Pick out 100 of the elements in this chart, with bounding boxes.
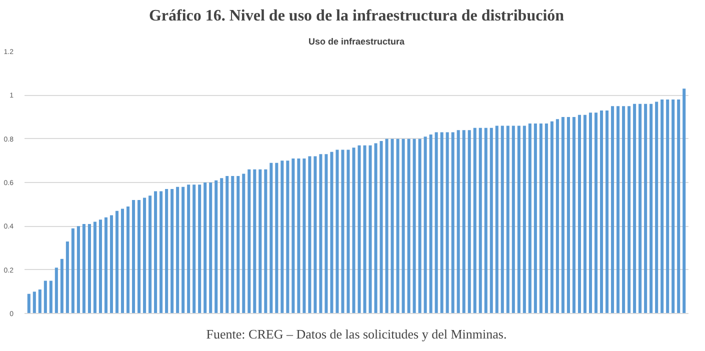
bar [578, 114, 581, 314]
bar [220, 178, 224, 314]
bar [126, 206, 130, 314]
bar [561, 117, 564, 314]
bar [286, 160, 290, 314]
bar [490, 128, 493, 314]
bar [32, 292, 36, 314]
bar [539, 124, 542, 314]
bar [506, 126, 510, 314]
bar [253, 169, 256, 314]
bar [633, 104, 636, 314]
bar [198, 184, 202, 314]
bar [572, 117, 576, 314]
bar [638, 104, 642, 314]
bar [132, 200, 136, 314]
bar [616, 106, 620, 314]
bar [336, 150, 339, 314]
bar [666, 100, 670, 314]
bar [352, 148, 356, 314]
bar [341, 150, 344, 314]
bar [314, 156, 317, 314]
bar [143, 198, 146, 314]
bar [120, 208, 124, 314]
bar [451, 132, 454, 314]
bar [187, 184, 190, 314]
bar [396, 138, 400, 314]
bar [434, 132, 438, 314]
bar [226, 176, 229, 314]
bar [170, 189, 174, 314]
bar [82, 224, 86, 314]
bar [440, 132, 444, 314]
bar [655, 102, 658, 314]
bar [214, 180, 218, 314]
bar [385, 138, 388, 314]
bar [512, 126, 515, 314]
bar [209, 182, 212, 314]
bar [517, 126, 520, 314]
bar [550, 121, 554, 314]
bar [484, 128, 488, 314]
bar [60, 258, 64, 314]
bar [104, 217, 108, 314]
bar [544, 124, 548, 314]
bar [677, 100, 680, 314]
bar [478, 128, 482, 314]
bar [390, 138, 394, 314]
bar [606, 110, 609, 314]
bar [650, 104, 653, 314]
bar [583, 114, 587, 314]
bar [330, 152, 334, 314]
bar [412, 138, 416, 314]
bar [44, 280, 47, 314]
bar [76, 226, 80, 314]
bar [324, 154, 328, 314]
bar [115, 210, 119, 314]
bar [98, 220, 102, 314]
bar [358, 145, 361, 314]
bar [292, 158, 295, 314]
bar [165, 189, 168, 314]
bar [270, 162, 273, 314]
bar [402, 138, 405, 314]
bar [71, 228, 74, 314]
source-note: Fuente: CREG – Datos de las solicitudes y del Minminas. [206, 326, 507, 342]
bar [148, 196, 152, 314]
bar [280, 160, 284, 314]
bar [600, 110, 604, 314]
bar [446, 132, 449, 314]
bar [622, 106, 626, 314]
bar [407, 138, 410, 314]
bar [418, 138, 422, 314]
bar [611, 106, 614, 314]
bar [424, 136, 427, 314]
bar [374, 143, 378, 314]
bar [495, 126, 498, 314]
bar [88, 224, 91, 314]
bar [176, 186, 180, 314]
bar [192, 184, 196, 314]
chart-subtitle: Uso de infraestructura [308, 36, 406, 46]
bar [346, 150, 350, 314]
bar [456, 130, 460, 314]
bar [297, 158, 300, 314]
bar [49, 280, 52, 314]
bar [302, 158, 306, 314]
bar [27, 294, 30, 314]
bar [672, 100, 675, 314]
bar [248, 169, 251, 314]
bar [522, 126, 526, 314]
bar [528, 124, 532, 314]
bar [204, 182, 207, 314]
bar [363, 145, 366, 314]
bar [628, 106, 631, 314]
bar [110, 215, 114, 314]
bar [682, 88, 686, 314]
bar [534, 124, 537, 314]
bar [473, 128, 476, 314]
bar [93, 222, 96, 314]
bar [38, 289, 42, 314]
bar [368, 145, 372, 314]
bar [138, 200, 141, 314]
bar [258, 169, 262, 314]
chart-title: Gráfico 16. Nivel de uso de la infraestructura de distribución [148, 8, 564, 24]
